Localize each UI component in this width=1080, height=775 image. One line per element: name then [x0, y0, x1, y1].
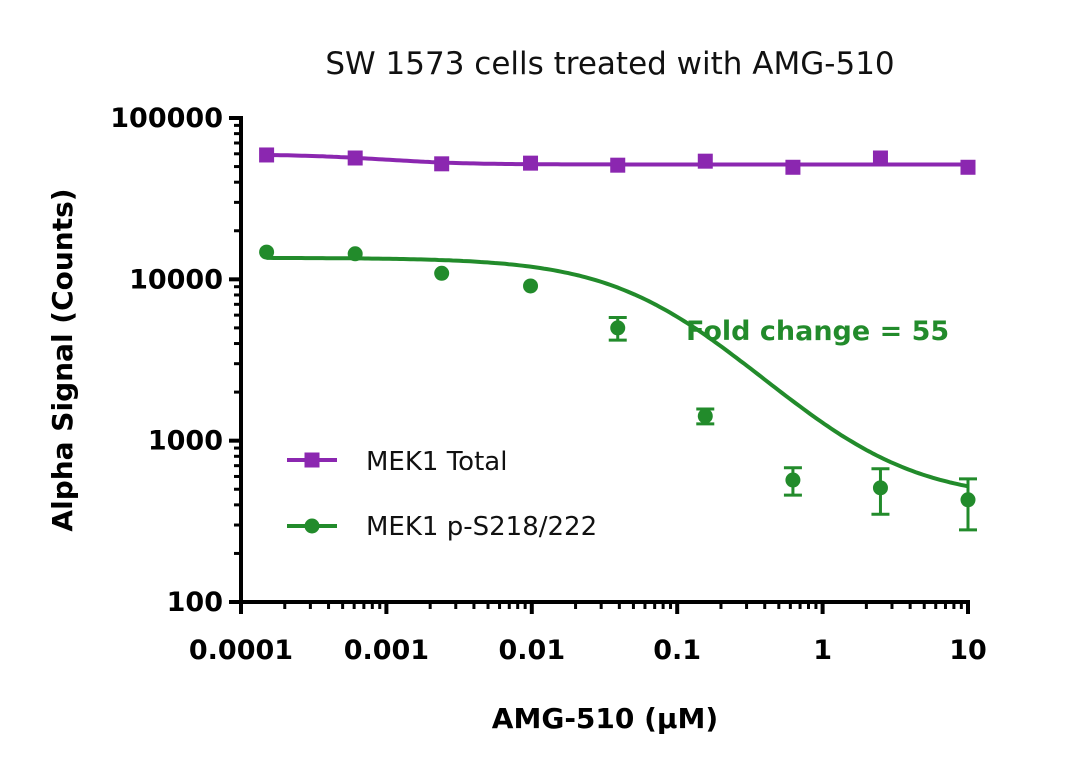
y-tick-label: 100000 [110, 103, 223, 134]
data-point [960, 492, 976, 508]
legend-item-mek1-phospho: MEK1 p-S218/222 [287, 512, 597, 542]
x-tick-label: 0.1 [653, 635, 701, 666]
x-tick-label: 0.001 [344, 635, 429, 666]
data-point [523, 278, 539, 294]
data-point [434, 156, 450, 172]
data-points [259, 147, 977, 532]
x-axis-label: AMG-510 (µM) [492, 702, 718, 735]
data-point [610, 157, 626, 173]
data-point [697, 153, 713, 169]
data-point [785, 159, 801, 175]
fold-change-annotation: Fold change = 55 [686, 316, 949, 347]
data-point [960, 159, 976, 175]
data-point [347, 246, 363, 262]
data-point [523, 155, 539, 171]
legend: MEK1 Total MEK1 p-S218/222 [287, 447, 597, 542]
data-point [872, 150, 888, 166]
legend-marker-square-icon [304, 452, 320, 468]
x-tick-label: 0.01 [498, 635, 565, 666]
chart-title: SW 1573 cells treated with AMG-510 [325, 46, 894, 82]
data-point [259, 244, 275, 260]
legend-marker-circle-icon [304, 518, 320, 534]
data-point [697, 408, 713, 424]
legend-label: MEK1 Total [366, 447, 507, 477]
data-point [347, 150, 363, 166]
x-tick-label: 1 [813, 635, 832, 666]
x-tick-label: 10 [949, 635, 987, 666]
fit-curve-phospho [266, 255, 969, 489]
y-axis-label: Alpha Signal (Counts) [46, 188, 79, 531]
data-point [785, 472, 801, 488]
y-tick-label: 100 [167, 587, 223, 618]
legend-item-mek1-total: MEK1 Total [287, 447, 507, 477]
x-tick-label: 0.0001 [189, 635, 293, 666]
data-point [259, 147, 275, 163]
y-tick-label: 1000 [148, 426, 223, 457]
axes: 100 1000 10000 100000 0.0001 0.001 0.01 0.1 1 10 [110, 103, 987, 666]
data-point [610, 320, 626, 336]
y-tick-label: 10000 [129, 264, 223, 295]
data-point [434, 265, 450, 281]
data-point [872, 480, 888, 496]
legend-label: MEK1 p-S218/222 [366, 512, 597, 542]
